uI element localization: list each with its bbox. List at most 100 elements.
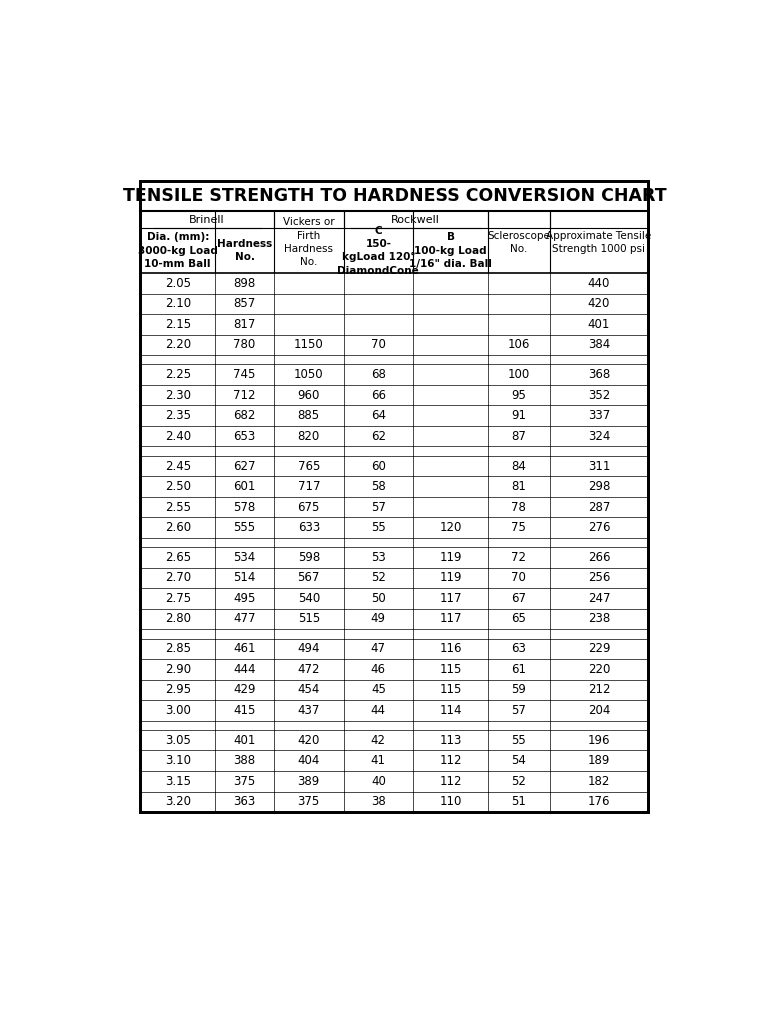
Text: 238: 238 (588, 612, 610, 626)
Text: 820: 820 (298, 430, 320, 442)
Text: 2.90: 2.90 (164, 663, 190, 676)
Text: 87: 87 (511, 430, 526, 442)
Text: 477: 477 (233, 612, 256, 626)
Text: 112: 112 (439, 775, 462, 787)
Text: 117: 117 (439, 592, 462, 605)
Text: 675: 675 (297, 501, 320, 514)
Text: 2.75: 2.75 (164, 592, 190, 605)
Text: 47: 47 (371, 642, 386, 655)
Text: 57: 57 (511, 703, 526, 717)
Text: Approximate Tensile
Strength 1000 psi: Approximate Tensile Strength 1000 psi (546, 230, 651, 254)
Text: 420: 420 (297, 734, 320, 746)
Text: 2.50: 2.50 (164, 480, 190, 494)
Text: 49: 49 (371, 612, 386, 626)
Text: 363: 363 (233, 796, 256, 808)
Text: 960: 960 (297, 389, 320, 401)
Text: 437: 437 (297, 703, 320, 717)
Text: 51: 51 (511, 796, 526, 808)
Text: 100: 100 (508, 369, 530, 381)
Text: 898: 898 (233, 276, 256, 290)
Text: 70: 70 (511, 571, 526, 585)
Text: 298: 298 (588, 480, 610, 494)
Text: C
150-
kgLoad 120°
DiamondCone: C 150- kgLoad 120° DiamondCone (337, 226, 419, 275)
Text: 68: 68 (371, 369, 386, 381)
Text: 3.05: 3.05 (165, 734, 190, 746)
Text: Brinell: Brinell (190, 215, 225, 225)
Text: 119: 119 (439, 571, 462, 585)
Text: 120: 120 (439, 521, 462, 535)
Text: 3.00: 3.00 (165, 703, 190, 717)
Text: 2.95: 2.95 (164, 683, 190, 696)
Text: 567: 567 (297, 571, 320, 585)
Text: 106: 106 (508, 338, 530, 351)
Text: 91: 91 (511, 410, 526, 422)
Text: 229: 229 (588, 642, 611, 655)
Text: 62: 62 (371, 430, 386, 442)
Text: 311: 311 (588, 460, 610, 472)
Text: 514: 514 (233, 571, 256, 585)
Text: 368: 368 (588, 369, 610, 381)
Text: 67: 67 (511, 592, 526, 605)
Text: 401: 401 (588, 317, 610, 331)
Text: 2.55: 2.55 (164, 501, 190, 514)
Text: 375: 375 (298, 796, 320, 808)
Text: 2.20: 2.20 (164, 338, 190, 351)
Text: 110: 110 (439, 796, 462, 808)
Text: 1050: 1050 (294, 369, 323, 381)
Text: 515: 515 (298, 612, 320, 626)
Text: 3.20: 3.20 (164, 796, 190, 808)
Bar (141, 180, 648, 812)
Text: 176: 176 (588, 796, 611, 808)
Text: 2.85: 2.85 (164, 642, 190, 655)
Text: 81: 81 (511, 480, 526, 494)
Text: 50: 50 (371, 592, 386, 605)
Text: 42: 42 (371, 734, 386, 746)
Text: 60: 60 (371, 460, 386, 472)
Text: 454: 454 (297, 683, 320, 696)
Text: 116: 116 (439, 642, 462, 655)
Text: 444: 444 (233, 663, 256, 676)
Text: 857: 857 (233, 297, 256, 310)
Text: 53: 53 (371, 551, 386, 564)
Text: 885: 885 (298, 410, 319, 422)
Text: 63: 63 (511, 642, 526, 655)
Text: 324: 324 (588, 430, 610, 442)
Text: 95: 95 (511, 389, 526, 401)
Text: 196: 196 (588, 734, 611, 746)
Text: 3.10: 3.10 (164, 755, 190, 767)
Text: 112: 112 (439, 755, 462, 767)
Text: B
100-kg Load
1/16" dia. Ball: B 100-kg Load 1/16" dia. Ball (409, 232, 492, 269)
Text: 780: 780 (233, 338, 256, 351)
Text: 352: 352 (588, 389, 610, 401)
Text: 66: 66 (371, 389, 386, 401)
Text: 2.45: 2.45 (164, 460, 190, 472)
Text: 115: 115 (439, 683, 462, 696)
Text: 65: 65 (511, 612, 526, 626)
Text: 3.15: 3.15 (164, 775, 190, 787)
Text: 58: 58 (371, 480, 386, 494)
Text: 555: 555 (233, 521, 256, 535)
Text: 712: 712 (233, 389, 256, 401)
Text: 256: 256 (588, 571, 610, 585)
Text: 2.05: 2.05 (164, 276, 190, 290)
Text: 38: 38 (371, 796, 386, 808)
Text: 429: 429 (233, 683, 256, 696)
Text: 64: 64 (371, 410, 386, 422)
Text: 55: 55 (511, 734, 526, 746)
Text: 578: 578 (233, 501, 256, 514)
Text: 534: 534 (233, 551, 256, 564)
Text: 2.25: 2.25 (164, 369, 190, 381)
Text: 682: 682 (233, 410, 256, 422)
Text: Dia. (mm):
3000-kg Load
10-mm Ball: Dia. (mm): 3000-kg Load 10-mm Ball (137, 232, 217, 269)
Text: 119: 119 (439, 551, 462, 564)
Text: 72: 72 (511, 551, 526, 564)
Text: 337: 337 (588, 410, 610, 422)
Text: Vickers or
Firth
Hardness
No.: Vickers or Firth Hardness No. (283, 217, 335, 267)
Text: 415: 415 (233, 703, 256, 717)
Text: 745: 745 (233, 369, 256, 381)
Text: 2.30: 2.30 (164, 389, 190, 401)
Text: 2.60: 2.60 (164, 521, 190, 535)
Text: 817: 817 (233, 317, 256, 331)
Text: 40: 40 (371, 775, 386, 787)
Text: 401: 401 (233, 734, 256, 746)
